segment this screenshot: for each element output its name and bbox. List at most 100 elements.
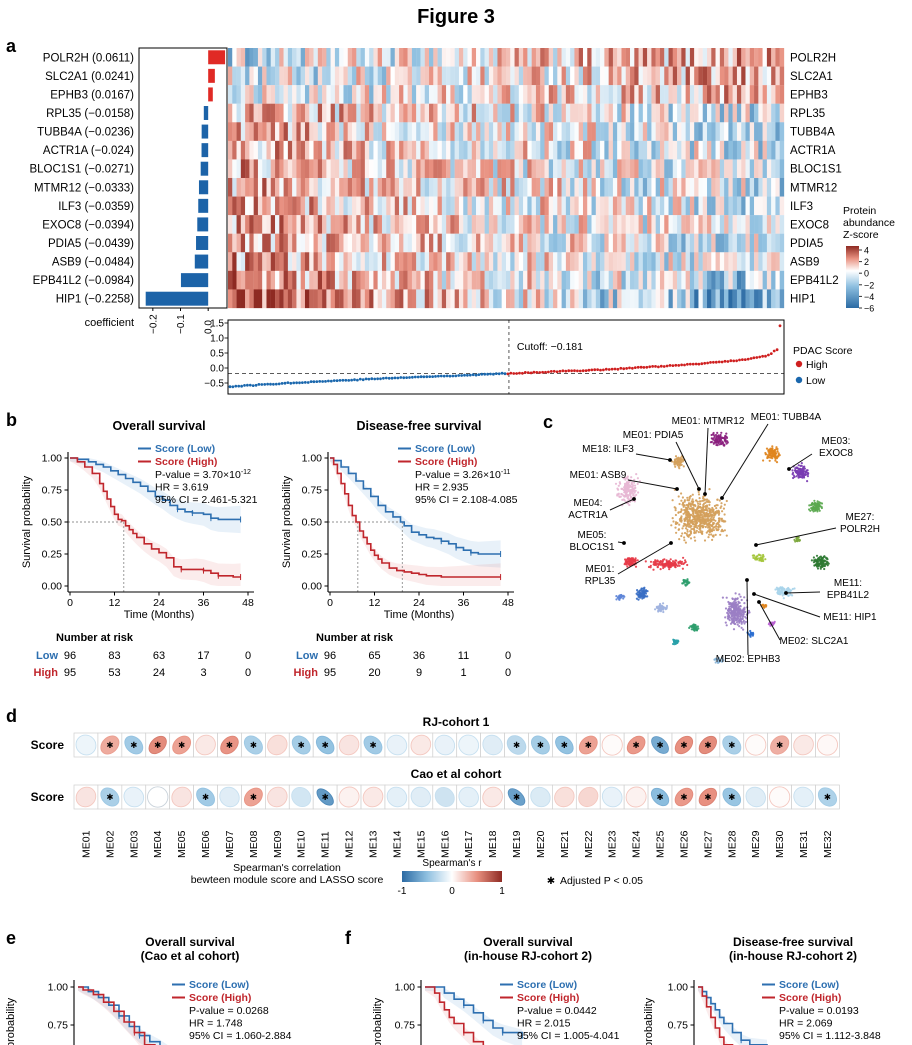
pdac-legend-title: PDAC Score	[793, 345, 853, 357]
svg-text:HR = 3.619: HR = 3.619	[155, 482, 209, 494]
module-tick-label: ME26	[678, 830, 690, 858]
svg-text:✱: ✱	[202, 792, 209, 802]
svg-text:36: 36	[458, 597, 470, 609]
svg-text:✱: ✱	[704, 740, 711, 750]
svg-text:95% CI = 2.461-5.321: 95% CI = 2.461-5.321	[155, 494, 258, 506]
gene-label-right: SLC2A1	[790, 71, 833, 83]
svg-text:0.50: 0.50	[42, 517, 63, 529]
module-annotation: ACTR1A	[568, 510, 608, 521]
gene-label-right: HIP1	[790, 294, 816, 306]
module-tick-label: ME24	[631, 830, 643, 858]
svg-text:−4: −4	[864, 292, 874, 302]
y-axis-label: Survival probability	[21, 475, 33, 568]
plot-title: (Cao et al cohort)	[141, 949, 240, 963]
svg-text:95% CI = 1.060-2.884: 95% CI = 1.060-2.884	[189, 1030, 292, 1042]
svg-text:✱: ✱	[633, 740, 640, 750]
svg-text:✱: ✱	[547, 876, 555, 887]
svg-text:Score (Low): Score (Low)	[189, 979, 249, 991]
svg-text:P-value = 0.0268: P-value = 0.0268	[189, 1005, 269, 1017]
y-axis-label: Survival probability	[281, 475, 293, 568]
svg-text:Low: Low	[806, 375, 826, 387]
svg-text:83: 83	[108, 650, 120, 662]
plot-title: (in-house RJ-cohort 2)	[729, 949, 857, 963]
module-annotation: BLOC1S1	[569, 542, 614, 553]
svg-text:0.25: 0.25	[42, 549, 63, 561]
module-tick-label: ME14	[391, 830, 403, 858]
svg-text:0: 0	[245, 667, 251, 679]
svg-text:63: 63	[153, 650, 165, 662]
svg-text:3: 3	[200, 667, 206, 679]
module-tick-label: ME04	[152, 830, 164, 858]
svg-text:1: 1	[499, 886, 505, 897]
svg-text:0.50: 0.50	[302, 517, 323, 529]
svg-text:0.0: 0.0	[204, 320, 215, 334]
svg-text:0: 0	[245, 650, 251, 662]
module-annotation: ME04:	[574, 498, 603, 509]
panel-b: Overall survival 0 12 24 36 48 Time (Months) 1.…	[21, 419, 518, 679]
svg-text:1.00: 1.00	[395, 982, 416, 994]
module-annotation: RPL35	[585, 576, 616, 587]
star-legend: Adjusted P < 0.05	[560, 875, 643, 887]
plot-title: Overall survival	[483, 935, 572, 949]
svg-text:HR = 2.935: HR = 2.935	[415, 482, 469, 494]
svg-text:HR = 2.015: HR = 2.015	[517, 1018, 571, 1030]
svg-text:✱: ✱	[369, 740, 376, 750]
module-tick-label: ME05	[176, 830, 188, 858]
svg-text:0.00: 0.00	[302, 581, 323, 593]
module-tick-label: ME03	[128, 830, 140, 858]
panel-f-label: f	[345, 928, 351, 948]
module-annotation: ME27:	[846, 512, 875, 523]
svg-text:1: 1	[460, 667, 466, 679]
panel-a-label: a	[6, 36, 17, 56]
svg-text:95% CI = 2.108-4.085: 95% CI = 2.108-4.085	[415, 494, 518, 506]
svg-text:Score (Low): Score (Low)	[517, 979, 577, 991]
svg-text:✱: ✱	[178, 740, 185, 750]
gene-label-left: ASB9 (−0.0484)	[52, 257, 134, 269]
svg-text:High: High	[294, 667, 319, 679]
svg-text:2: 2	[864, 257, 869, 267]
module-annotation: ME01: PDIA5	[623, 430, 684, 441]
module-annotation: EPB41L2	[827, 590, 870, 601]
module-annotation: EXOC8	[819, 448, 853, 459]
svg-text:✱: ✱	[561, 740, 568, 750]
spearman-caption: Spearman's correlation	[233, 862, 341, 874]
svg-text:✱: ✱	[513, 792, 520, 802]
svg-text:Score (High): Score (High)	[779, 992, 841, 1004]
svg-text:P-value = 3.26×10-11: P-value = 3.26×10-11	[415, 469, 511, 481]
svg-text:96: 96	[64, 650, 76, 662]
gene-label-left: TUBB4A (−0.0236)	[37, 127, 134, 139]
gene-label-left: EPHB3 (0.0167)	[50, 89, 134, 101]
svg-text:✱: ✱	[130, 740, 137, 750]
svg-text:−6: −6	[864, 304, 874, 314]
svg-text:0.25: 0.25	[302, 549, 323, 561]
module-tick-label: ME23	[607, 830, 619, 858]
svg-text:12: 12	[109, 597, 121, 609]
svg-text:0: 0	[327, 597, 333, 609]
svg-text:0: 0	[505, 650, 511, 662]
plot-title: (in-house RJ-cohort 2)	[464, 949, 592, 963]
module-tick-label: ME12	[344, 830, 356, 858]
svg-text:0.0: 0.0	[210, 364, 224, 375]
svg-text:−0.1: −0.1	[176, 314, 187, 334]
plot-title: Disease-free survival	[356, 419, 481, 433]
module-tick-label: ME02	[104, 830, 116, 858]
svg-text:✱: ✱	[106, 792, 113, 802]
svg-text:✱: ✱	[322, 792, 329, 802]
module-tick-label: ME11	[320, 831, 332, 858]
cutoff-label: Cutoff: −0.181	[517, 341, 583, 353]
svg-text:9: 9	[416, 667, 422, 679]
svg-text:✱: ✱	[704, 792, 711, 802]
module-tick-label: ME32	[822, 830, 834, 858]
gene-label-right: RPL35	[790, 108, 825, 120]
svg-text:Score (High): Score (High)	[517, 992, 579, 1004]
module-tick-label: ME29	[750, 830, 762, 858]
svg-text:1.5: 1.5	[210, 319, 224, 330]
gene-label-left: ILF3 (−0.0359)	[58, 201, 134, 213]
zscore-legend-title: Protein	[843, 205, 876, 217]
svg-text:P-value = 0.0193: P-value = 0.0193	[779, 1005, 859, 1017]
svg-text:Score: Score	[31, 738, 65, 752]
svg-text:Score (High): Score (High)	[189, 992, 251, 1004]
svg-text:24: 24	[413, 597, 425, 609]
svg-text:0.75: 0.75	[42, 485, 63, 497]
